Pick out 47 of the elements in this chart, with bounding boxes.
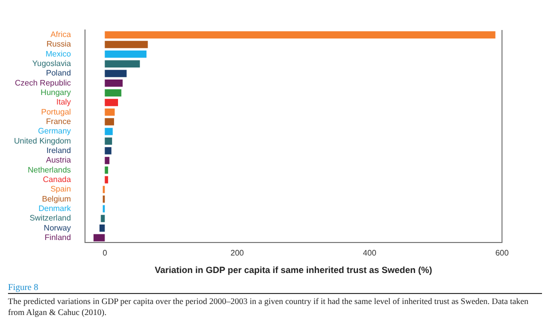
y-tick-label: Mexico (46, 49, 72, 58)
bar (104, 89, 122, 96)
y-tick-label: Yugoslavia (32, 59, 72, 68)
x-tick-label: 0 (102, 248, 108, 258)
bar (104, 147, 112, 154)
y-tick-label: Germany (38, 126, 71, 136)
bar (104, 156, 110, 164)
text: The predicted variations in GDP per capita over the period 2000–2003 in a given country if it had the same level of inherited trust as Sweden. Data taken from Algan & Cahuc (2010). (8, 296, 530, 318)
x-tick-label: 600 (495, 248, 510, 258)
y-tick-label: Switzerland (30, 214, 71, 223)
bar (104, 128, 113, 136)
y-tick-label: Poland (46, 68, 71, 78)
y-tick-label: Africa (50, 30, 72, 40)
caption: Figure 8 (8, 282, 542, 294)
y-tick-label: Finland (44, 232, 71, 242)
y-tick-label: United Kingdom (14, 136, 72, 146)
y-tick-label: France (46, 117, 72, 126)
bar (100, 214, 105, 222)
bar (104, 60, 140, 68)
y-tick-label: Norway (44, 223, 71, 232)
bar (104, 176, 108, 184)
bar (94, 234, 105, 242)
bar (104, 138, 112, 145)
bar (104, 80, 123, 87)
y-tick-label: Canada (42, 174, 72, 184)
bar (104, 70, 127, 78)
y-tick-label: Czech Republic (14, 78, 71, 88)
bar (104, 98, 118, 106)
bar (104, 108, 115, 116)
bar (104, 40, 148, 48)
y-tick-label: Denmark (38, 204, 72, 213)
bar (104, 118, 114, 126)
y-tick-label: Portugal (41, 107, 72, 116)
bar (104, 31, 496, 38)
y-tick-label: Austria (46, 156, 72, 165)
y-tick-label: Netherlands (28, 165, 71, 174)
x-axis-title: Variation in GDP per capita if same inherited trust as Sweden (%) (154, 265, 432, 276)
bar (104, 50, 146, 58)
y-tick-label: Russia (46, 40, 72, 49)
x-tick-label: 400 (362, 248, 377, 258)
y-tick-label: Italy (56, 98, 71, 107)
x-tick-label: 200 (230, 248, 244, 258)
y-tick-label: Belgium (42, 194, 72, 204)
bar (99, 224, 105, 232)
y-tick-label: Hungary (40, 88, 71, 98)
y-tick-label: Spain (50, 184, 71, 194)
y-tick-label: Ireland (46, 146, 71, 155)
